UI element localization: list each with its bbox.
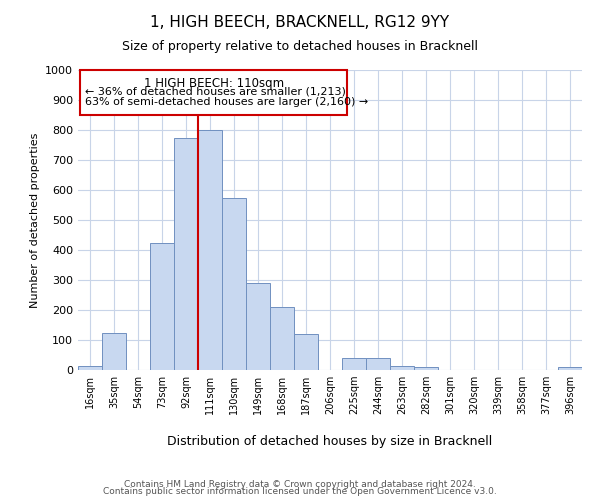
Text: Distribution of detached houses by size in Bracknell: Distribution of detached houses by size … xyxy=(167,435,493,448)
Bar xyxy=(558,367,582,370)
Bar xyxy=(78,366,102,370)
Bar xyxy=(174,138,198,370)
Text: Contains HM Land Registry data © Crown copyright and database right 2024.: Contains HM Land Registry data © Crown c… xyxy=(124,480,476,489)
Bar xyxy=(198,130,222,370)
Text: Contains public sector information licensed under the Open Government Licence v3: Contains public sector information licen… xyxy=(103,488,497,496)
Text: Size of property relative to detached houses in Bracknell: Size of property relative to detached ho… xyxy=(122,40,478,53)
Bar xyxy=(294,334,318,370)
Text: 1 HIGH BEECH: 110sqm: 1 HIGH BEECH: 110sqm xyxy=(143,78,284,90)
Bar xyxy=(246,283,270,370)
Bar xyxy=(366,358,390,370)
Bar xyxy=(414,367,438,370)
Bar xyxy=(222,198,246,370)
Text: ← 36% of detached houses are smaller (1,213): ← 36% of detached houses are smaller (1,… xyxy=(85,86,346,97)
Bar xyxy=(270,307,294,370)
Bar xyxy=(102,332,126,370)
Bar xyxy=(342,358,366,370)
Bar xyxy=(390,366,414,370)
FancyBboxPatch shape xyxy=(80,70,347,115)
Bar xyxy=(150,242,174,370)
Text: 1, HIGH BEECH, BRACKNELL, RG12 9YY: 1, HIGH BEECH, BRACKNELL, RG12 9YY xyxy=(151,15,449,30)
Y-axis label: Number of detached properties: Number of detached properties xyxy=(29,132,40,308)
Text: 63% of semi-detached houses are larger (2,160) →: 63% of semi-detached houses are larger (… xyxy=(85,97,368,107)
